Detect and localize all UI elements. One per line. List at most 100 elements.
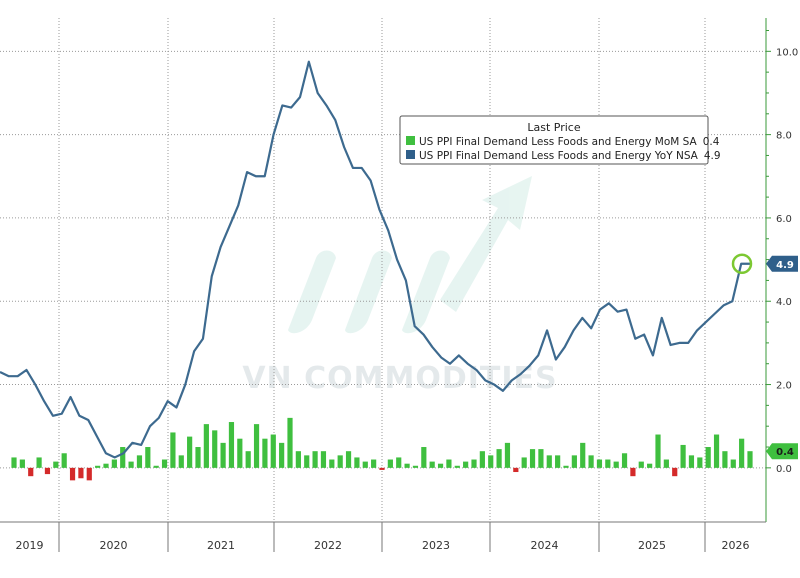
value-badge-label: 0.4 — [776, 447, 794, 458]
mom-bar — [555, 455, 561, 468]
watermark-logo-icon — [402, 250, 450, 334]
mom-bar — [605, 459, 611, 468]
legend-entry-mom: US PPI Final Demand Less Foods and Energ… — [419, 136, 720, 148]
mom-bar — [228, 422, 235, 468]
mom-bar — [28, 467, 34, 477]
mom-bar — [379, 467, 385, 470]
x-tick-label: 2023 — [422, 539, 450, 552]
x-tick-label: 2026 — [722, 539, 750, 552]
mom-bar — [538, 449, 544, 468]
mom-bar — [580, 442, 586, 468]
watermark-text: VN COMMODITIES — [242, 361, 557, 396]
mom-bar — [295, 451, 301, 468]
mom-bar — [78, 467, 84, 479]
y-tick-label: 2.0 — [776, 381, 792, 392]
yoy-last-value-badge: 4.9 — [766, 255, 798, 272]
mom-bar — [638, 461, 644, 468]
x-tick-label: 2021 — [207, 539, 235, 552]
mom-bar — [245, 451, 251, 468]
legend-last-value: 0.4 — [703, 136, 720, 148]
mom-bar — [630, 467, 636, 477]
mom-bar — [513, 467, 519, 473]
x-tick-label: 2024 — [531, 539, 559, 552]
mom-bar — [153, 465, 159, 468]
mom-bar — [136, 455, 143, 468]
mom-bar — [279, 442, 285, 468]
mom-bar — [496, 449, 502, 468]
mom-bar — [86, 467, 92, 481]
y-tick-label: 8.0 — [776, 131, 792, 142]
mom-bar — [270, 434, 276, 468]
mom-bar — [345, 451, 352, 468]
legend-swatch-yoy — [406, 150, 415, 159]
mom-bar — [220, 442, 226, 468]
y-tick-label: 10.0 — [776, 47, 798, 58]
mom-last-value-badge: 0.4 — [766, 443, 798, 460]
mom-bar — [362, 461, 368, 468]
mom-bar — [647, 463, 653, 468]
mom-bar — [429, 461, 435, 468]
mom-bar — [354, 457, 360, 468]
mom-bar — [320, 451, 327, 468]
mom-bar — [412, 465, 419, 468]
mom-bar — [44, 467, 51, 475]
mom-bar — [437, 463, 444, 468]
mom-bar — [387, 459, 393, 468]
mom-bar — [187, 436, 193, 468]
value-badge-shape — [766, 443, 798, 460]
y-tick-label: 4.0 — [776, 297, 792, 308]
mom-bar — [529, 449, 536, 468]
mom-bar — [128, 461, 134, 468]
mom-bar — [488, 455, 494, 468]
mom-bar — [404, 463, 410, 468]
mom-bar — [722, 451, 728, 468]
mom-bars — [11, 417, 753, 481]
mom-bar — [145, 447, 151, 468]
legend-series-name: US PPI Final Demand Less Foods and Energ… — [419, 136, 698, 148]
mom-bar — [504, 442, 511, 468]
mom-bar — [95, 465, 101, 468]
highlight-circle — [731, 253, 753, 275]
mom-bar — [421, 447, 427, 468]
mom-bar — [19, 459, 25, 468]
mom-bar — [596, 459, 603, 468]
legend-series-name: US PPI Final Demand Less Foods and Energ… — [419, 150, 699, 162]
legend-box — [399, 115, 709, 165]
mom-bar — [304, 455, 310, 468]
y-tick-label: 6.0 — [776, 214, 792, 225]
mom-bar — [312, 451, 318, 468]
mom-bar — [103, 463, 109, 468]
legend-title: Last Price — [527, 121, 580, 134]
mom-bar — [53, 461, 59, 468]
watermark-logo-icon — [288, 250, 336, 334]
mom-bar — [563, 465, 569, 468]
x-tick-label: 2020 — [100, 539, 128, 552]
mom-bar — [337, 455, 343, 468]
x-tick-label: 2019 — [16, 539, 44, 552]
mom-bar — [655, 434, 661, 468]
mom-bar — [329, 459, 335, 468]
mom-bar — [262, 438, 268, 468]
mom-bar — [730, 459, 736, 468]
mom-bar — [479, 451, 485, 468]
mom-bar — [463, 461, 469, 468]
watermark-logo-icon — [345, 250, 392, 334]
y-axis: 10.0 8.0 6.0 4.0 2.0 0.0 4.9 0.4 — [765, 18, 798, 522]
mom-bar — [613, 461, 619, 468]
mom-bar — [680, 444, 686, 468]
mom-bar — [546, 455, 552, 468]
mom-bar — [212, 430, 218, 468]
mom-bar — [111, 459, 117, 468]
watermark-arrow-icon — [440, 176, 532, 312]
value-badge-label: 4.9 — [776, 260, 794, 271]
x-axis: 2019 2020 2021 2022 2023 2024 2025 2026 — [0, 521, 766, 552]
mom-bar — [36, 457, 42, 468]
mom-bar — [161, 459, 168, 468]
yoy-line — [0, 60, 750, 459]
mom-bar — [454, 465, 460, 468]
mom-bar — [713, 434, 720, 468]
yoy-line-layer — [0, 60, 753, 459]
mom-bar — [739, 438, 745, 468]
mom-bar — [61, 453, 67, 468]
